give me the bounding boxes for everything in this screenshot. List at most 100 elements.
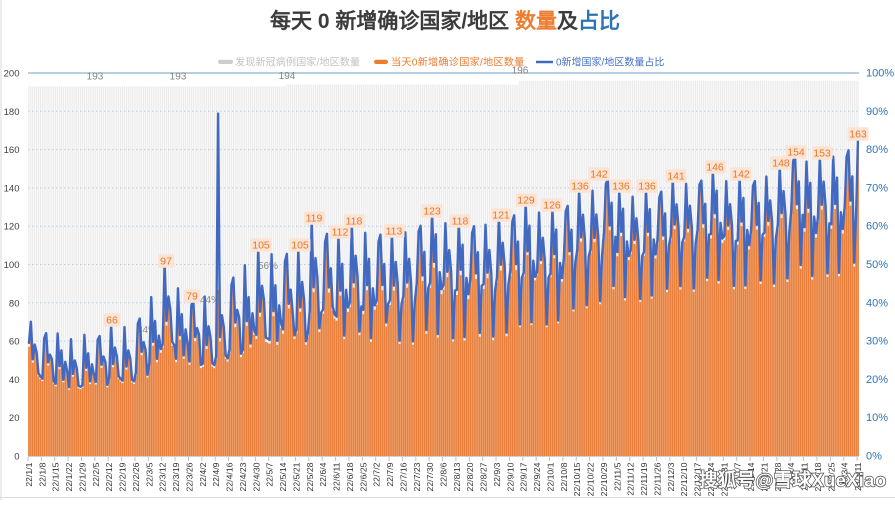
svg-text:22/5/7: 22/5/7 (265, 462, 275, 486)
svg-text:22/4/16: 22/4/16 (225, 462, 235, 491)
svg-text:40%: 40% (866, 297, 888, 309)
svg-text:23/1/14: 23/1/14 (746, 462, 756, 491)
svg-text:66: 66 (106, 315, 118, 327)
svg-text:0%: 0% (866, 451, 882, 463)
svg-text:22/10/8: 22/10/8 (559, 462, 569, 491)
svg-text:22/6/18: 22/6/18 (345, 462, 355, 491)
svg-text:148: 148 (772, 158, 790, 170)
svg-text:22/6/25: 22/6/25 (358, 462, 368, 491)
svg-text:22/6/11: 22/6/11 (332, 462, 342, 491)
svg-text:112: 112 (332, 227, 349, 239)
svg-text:90%: 90% (866, 106, 888, 118)
svg-text:22/8/6: 22/8/6 (439, 462, 449, 486)
svg-text:22/7/16: 22/7/16 (398, 462, 408, 491)
svg-text:22/10/29: 22/10/29 (599, 462, 609, 496)
svg-text:22/10/1: 22/10/1 (545, 462, 555, 491)
svg-text:40: 40 (9, 375, 20, 386)
svg-text:22/4/2: 22/4/2 (198, 462, 208, 486)
svg-text:23/2/25: 23/2/25 (826, 462, 836, 491)
svg-text:34%: 34% (137, 325, 157, 336)
svg-text:22/5/28: 22/5/28 (305, 462, 315, 491)
svg-text:196: 196 (512, 66, 529, 77)
svg-text:142: 142 (732, 169, 750, 181)
svg-text:22/1/29: 22/1/29 (77, 462, 87, 491)
svg-text:22/12/24: 22/12/24 (706, 462, 716, 496)
svg-text:22/7/30: 22/7/30 (425, 462, 435, 491)
svg-text:20: 20 (9, 413, 20, 424)
svg-text:22/7/9: 22/7/9 (385, 462, 395, 486)
svg-text:105: 105 (291, 240, 309, 252)
svg-text:23/3/4: 23/3/4 (840, 462, 850, 486)
svg-text:129: 129 (517, 195, 535, 207)
svg-text:154: 154 (787, 147, 805, 159)
svg-text:22/3/5: 22/3/5 (144, 462, 154, 486)
svg-text:136: 136 (571, 181, 589, 193)
svg-text:当天0新增确诊国家/地区数量: 当天0新增确诊国家/地区数量 (391, 56, 525, 69)
svg-text:22/11/26: 22/11/26 (652, 462, 662, 495)
svg-text:22/4/30: 22/4/30 (251, 462, 261, 491)
svg-text:121: 121 (492, 210, 510, 222)
svg-text:80: 80 (9, 298, 20, 309)
svg-text:119: 119 (306, 213, 323, 225)
svg-text:30%: 30% (866, 336, 888, 348)
svg-text:56%: 56% (258, 261, 278, 272)
svg-text:22/3/26: 22/3/26 (184, 462, 194, 491)
svg-text:120: 120 (4, 222, 20, 233)
svg-text:22/3/12: 22/3/12 (158, 462, 168, 491)
svg-text:60%: 60% (866, 221, 888, 233)
svg-text:22/9/24: 22/9/24 (532, 462, 542, 491)
svg-text:193: 193 (170, 72, 187, 83)
svg-text:22/3/19: 22/3/19 (171, 462, 181, 491)
svg-text:79: 79 (186, 291, 198, 303)
svg-text:22/6/4: 22/6/4 (318, 462, 328, 486)
svg-text:22/12/3: 22/12/3 (666, 462, 676, 491)
svg-text:180: 180 (4, 107, 20, 118)
svg-text:146: 146 (706, 162, 724, 174)
svg-text:100: 100 (4, 260, 20, 271)
svg-text:22/1/15: 22/1/15 (51, 462, 61, 491)
svg-text:23/2/11: 23/2/11 (800, 462, 810, 491)
svg-text:22/12/17: 22/12/17 (693, 462, 703, 496)
svg-text:22/8/27: 22/8/27 (479, 462, 489, 491)
svg-text:97: 97 (160, 256, 172, 268)
svg-text:136: 136 (612, 181, 630, 193)
svg-text:118: 118 (452, 216, 469, 228)
svg-text:搜狐号@雪球XueXiao: 搜狐号@雪球XueXiao (699, 470, 886, 491)
svg-text:22/12/10: 22/12/10 (679, 462, 689, 496)
svg-text:22/5/21: 22/5/21 (291, 462, 301, 491)
svg-text:22/1/8: 22/1/8 (37, 462, 47, 486)
svg-text:22/2/12: 22/2/12 (104, 462, 114, 491)
svg-text:0: 0 (14, 452, 19, 463)
svg-text:123: 123 (423, 206, 441, 218)
svg-text:22/7/23: 22/7/23 (412, 462, 422, 491)
svg-text:22/12/31: 22/12/31 (719, 462, 729, 496)
svg-text:22/8/13: 22/8/13 (452, 462, 462, 491)
svg-text:160: 160 (4, 145, 20, 156)
svg-text:50%: 50% (866, 259, 888, 271)
svg-text:70%: 70% (866, 182, 888, 194)
svg-text:22/9/3: 22/9/3 (492, 462, 502, 486)
svg-text:44%: 44% (200, 295, 220, 306)
svg-text:142: 142 (590, 169, 608, 181)
svg-text:22/10/15: 22/10/15 (572, 462, 582, 496)
svg-text:22/11/5: 22/11/5 (612, 462, 622, 491)
svg-text:20%: 20% (866, 374, 888, 386)
svg-text:60: 60 (9, 337, 20, 348)
svg-text:118: 118 (346, 216, 363, 228)
svg-text:22/1/1: 22/1/1 (24, 462, 34, 486)
svg-text:22/11/19: 22/11/19 (639, 462, 649, 495)
svg-text:22/2/5: 22/2/5 (91, 462, 101, 486)
svg-text:22/4/9: 22/4/9 (211, 462, 221, 486)
svg-text:10%: 10% (866, 412, 888, 424)
svg-text:0新增国家/地区数量占比: 0新增国家/地区数量占比 (556, 56, 664, 69)
svg-text:194: 194 (279, 71, 296, 82)
svg-text:200: 200 (4, 69, 20, 80)
svg-text:136: 136 (638, 181, 656, 193)
svg-text:23/2/4: 23/2/4 (786, 462, 796, 486)
svg-text:113: 113 (386, 226, 403, 238)
svg-text:22/9/17: 22/9/17 (519, 462, 529, 491)
svg-text:22/9/10: 22/9/10 (505, 462, 515, 491)
svg-text:23/1/28: 23/1/28 (773, 462, 783, 491)
svg-text:22/8/20: 22/8/20 (465, 462, 475, 491)
svg-text:100%: 100% (866, 68, 894, 80)
